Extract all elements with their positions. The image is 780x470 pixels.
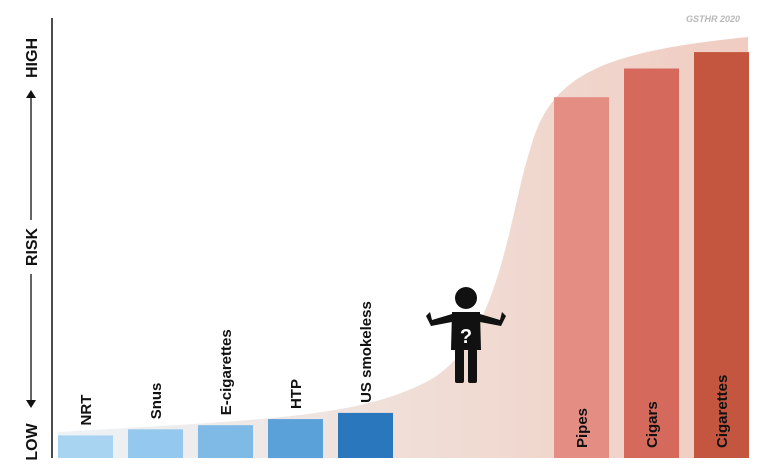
bar-snus: [128, 429, 183, 458]
bar-label-cigarettes: Cigarettes: [714, 375, 731, 448]
bar-pipes: [554, 97, 609, 458]
bar-us-smokeless: [338, 412, 393, 458]
bars-group: [58, 52, 749, 459]
arrow-up-icon: [26, 90, 36, 98]
bar-htp: [268, 419, 323, 459]
y-axis-annotation: HIGH RISK LOW: [24, 38, 41, 461]
bar-label-snus: Snus: [148, 383, 165, 420]
y-axis-low-label: LOW: [24, 422, 41, 460]
credit-text: GSTHR 2020: [686, 14, 740, 24]
bar-cigars: [624, 68, 679, 458]
y-axis-high-label: HIGH: [24, 38, 41, 78]
bar-label-e-cigarettes: E-cigarettes: [218, 329, 235, 415]
confused-person-question-mark-icon: ?: [426, 287, 506, 383]
y-axis-title: RISK: [24, 227, 41, 266]
bar-label-htp: HTP: [288, 379, 305, 409]
bar-label-us-smokeless: US smokeless: [358, 301, 375, 403]
bar-e-cigarettes: [198, 425, 253, 458]
bar-label-cigars: Cigars: [644, 401, 661, 448]
bar-cigarettes: [694, 52, 749, 458]
bar-label-nrt: NRT: [78, 395, 95, 426]
svg-text:?: ?: [460, 326, 472, 348]
arrow-down-icon: [26, 400, 36, 408]
bar-label-pipes: Pipes: [574, 408, 591, 448]
bar-labels-group: NRT Snus E-cigarettes HTP US smokeless Pipes C…: [78, 301, 731, 448]
bar-nrt: [58, 435, 113, 458]
